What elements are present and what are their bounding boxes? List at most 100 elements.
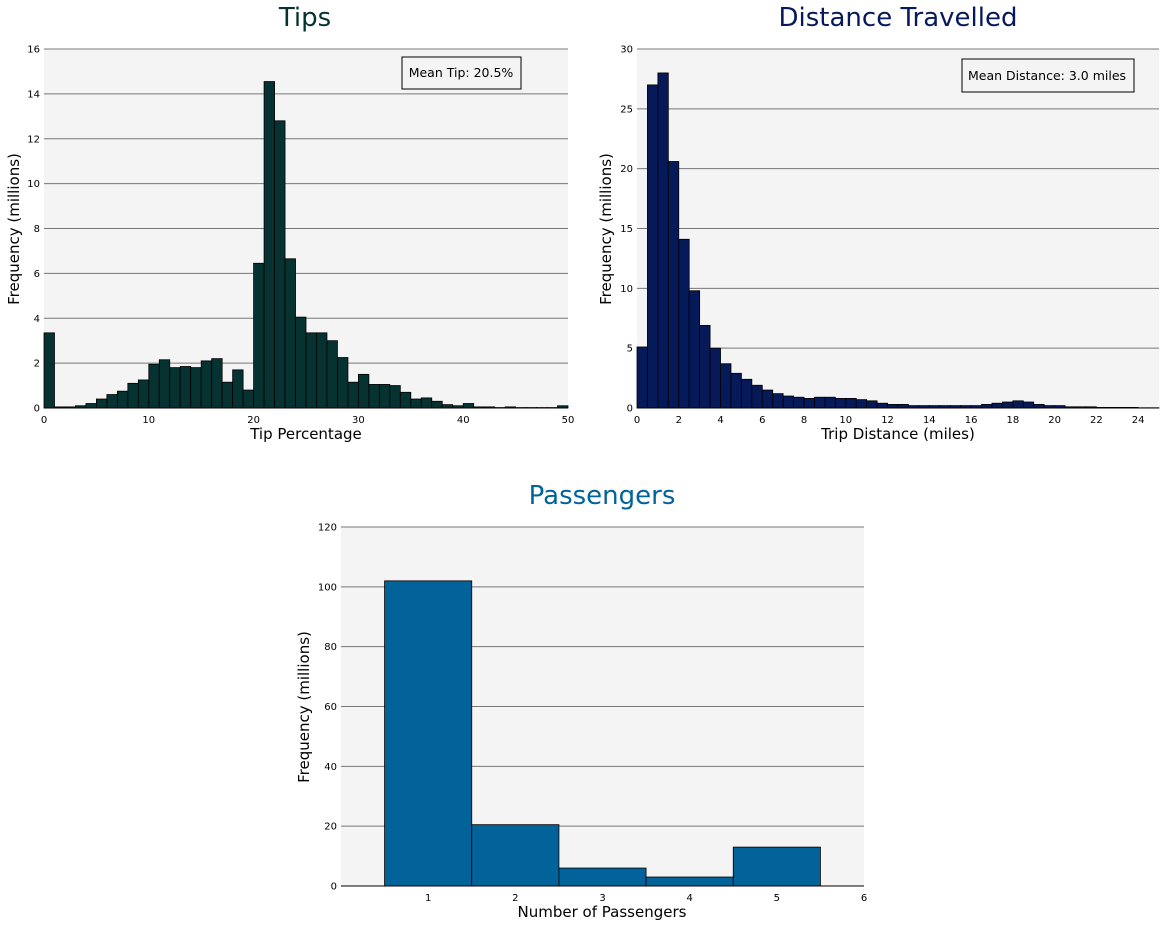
tips-bar [347, 381, 359, 409]
distance-bar [793, 396, 805, 409]
distance-bar [647, 84, 659, 409]
tips-bar [242, 389, 254, 409]
distance-bar [866, 400, 878, 409]
passengers-x-tick-label: 6 [861, 893, 867, 904]
passengers-panel: Passengers 0 20 40 60 80 100 120 1 2 3 4 5 6 Number… [295, 481, 867, 921]
distance-bar [824, 396, 836, 409]
distance-y-tick-label: 0 [627, 404, 633, 415]
tips-title: Tips [278, 3, 331, 33]
passengers-bar [645, 876, 734, 887]
tips-bar [389, 385, 401, 409]
distance-x-tick-label: 10 [839, 415, 852, 426]
tips-bar [378, 384, 391, 409]
tips-bar [232, 369, 244, 409]
distance-bar [667, 161, 680, 409]
tips-bar [179, 366, 192, 409]
tips-x-tick-label: 40 [457, 415, 470, 426]
distance-bar [761, 389, 774, 409]
tips-bar [211, 358, 223, 409]
tips-bar [137, 379, 150, 409]
distance-x-tick-label: 16 [965, 415, 978, 426]
distance-x-tick-label: 12 [881, 415, 894, 426]
passengers-bar [558, 867, 647, 887]
distance-bar [782, 395, 794, 409]
passengers-x-tick-label: 5 [774, 893, 780, 904]
distance-x-tick-label: 20 [1048, 415, 1061, 426]
distance-bar [981, 404, 993, 409]
tips-y-tick-label: 16 [27, 45, 40, 56]
tips-bar [169, 367, 181, 409]
tips-bar [274, 120, 286, 409]
distance-x-ticks: 0 2 4 6 8 10 12 14 16 18 20 22 24 [634, 407, 1159, 426]
distance-bar [720, 363, 732, 409]
tips-bar [431, 400, 443, 409]
tips-bar [410, 398, 422, 409]
distance-bar [845, 398, 857, 409]
tips-bar [462, 403, 475, 409]
tips-y-tick-label: 14 [27, 89, 40, 100]
distance-y-ticks: 0 5 10 15 20 25 30 [620, 45, 633, 415]
passengers-title: Passengers [529, 481, 676, 511]
distance-x-tick-label: 8 [801, 415, 807, 426]
distance-y-tick-label: 20 [620, 164, 633, 175]
tips-bar [221, 381, 234, 409]
passengers-y-tick-label: 20 [324, 822, 337, 833]
distance-bar [751, 384, 763, 409]
distance-x-tick-label: 0 [634, 415, 640, 426]
distance-bar [657, 72, 669, 409]
passengers-y-tick-label: 80 [324, 642, 337, 653]
tips-bar [127, 382, 139, 409]
distance-x-tick-label: 4 [717, 415, 723, 426]
distance-bar [1022, 401, 1035, 409]
tips-bar [116, 390, 129, 409]
tips-bar [190, 367, 202, 409]
distance-x-tick-label: 24 [1132, 415, 1145, 426]
tips-bar [399, 391, 412, 409]
passengers-bar [384, 580, 473, 887]
tips-bar [158, 359, 171, 409]
passengers-bars [384, 580, 821, 887]
distance-y-tick-label: 10 [620, 284, 633, 295]
passengers-bar [471, 824, 560, 887]
passengers-y-label: Frequency (millions) [295, 631, 313, 783]
passengers-x-tick-label: 2 [512, 893, 518, 904]
passengers-y-tick-label: 40 [324, 762, 337, 773]
tips-bar [357, 373, 370, 409]
distance-y-tick-label: 25 [620, 104, 633, 115]
distance-bar [636, 346, 648, 409]
distance-bar [876, 402, 888, 409]
tips-x-label: Tip Percentage [249, 425, 362, 443]
distance-x-tick-label: 22 [1090, 415, 1103, 426]
distance-x-label: Trip Distance (miles) [820, 425, 975, 443]
tips-bars [43, 81, 569, 409]
distance-bar [1012, 400, 1024, 409]
tips-bar [305, 332, 317, 409]
distance-bar [855, 399, 868, 409]
tips-bar [441, 404, 454, 409]
passengers-bar [732, 846, 821, 887]
tips-bar [96, 398, 108, 409]
tips-bar [420, 397, 433, 409]
distance-y-tick-label: 5 [627, 344, 633, 355]
tips-annotation: Mean Tip: 20.5% [409, 65, 514, 80]
distance-annotation-box [961, 58, 1135, 93]
distance-y-tick-label: 15 [620, 224, 633, 235]
passengers-y-tick-label: 0 [331, 882, 337, 893]
distance-bar [897, 404, 909, 409]
distance-y-tick-label: 30 [620, 45, 633, 56]
distance-x-tick-label: 14 [923, 415, 936, 426]
tips-bar [148, 363, 160, 409]
tips-panel: Tips 0 2 4 6 8 10 12 14 16 0 10 20 30 40 50 Tip Perce… [5, 3, 574, 443]
tips-y-tick-label: 4 [34, 314, 40, 325]
distance-bar [699, 325, 711, 409]
tips-x-tick-label: 0 [41, 415, 47, 426]
tips-y-tick-label: 8 [34, 224, 40, 235]
tips-y-tick-label: 2 [34, 359, 40, 370]
passengers-y-tick-label: 60 [324, 702, 337, 713]
tips-x-tick-label: 20 [247, 415, 260, 426]
distance-bar [887, 404, 899, 409]
tips-bar [295, 316, 307, 409]
passengers-x-ticks: 1 2 3 4 5 6 [341, 885, 867, 904]
distance-y-label: Frequency (millions) [597, 153, 615, 305]
distance-bar [834, 398, 847, 409]
